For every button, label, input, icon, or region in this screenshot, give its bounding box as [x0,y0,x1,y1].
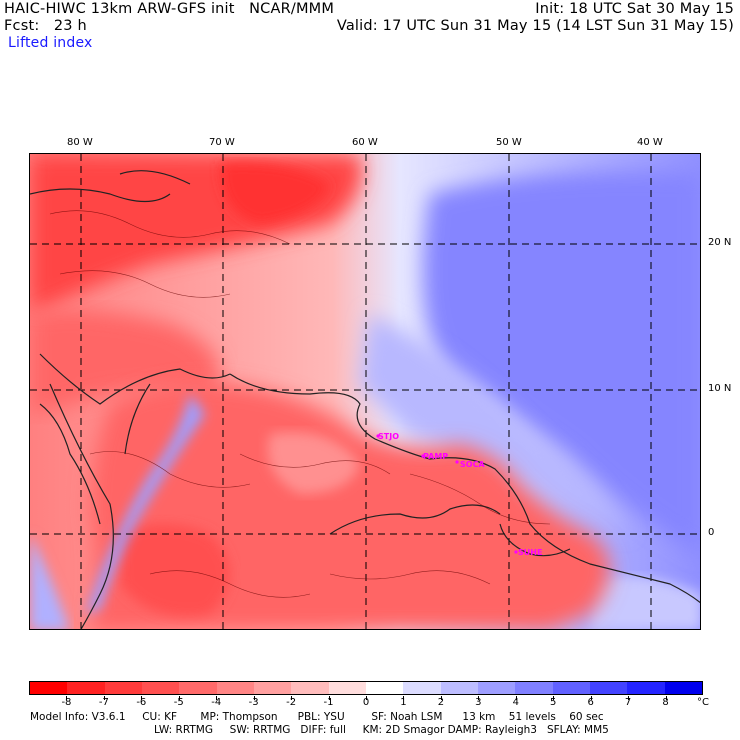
header-title: HAIC-HIWC 13km ARW-GFS init NCAR/MMM [4,1,334,17]
colorbar-swatch [217,682,254,694]
colorbar-swatch [553,682,590,694]
lon-label-60w: 60 W [352,137,378,148]
lon-label-70w: 70 W [209,137,235,148]
colorbar-swatch [366,682,403,694]
colorbar-tick-label: 2 [426,697,456,708]
lat-label-10n: 10 N [708,383,731,394]
model-info-line1: Model Info: V3.6.1 CU: KF MP: Thompson P… [30,711,604,723]
colorbar-tick-label: -4 [201,697,231,708]
lat-label-0: 0 [708,527,714,538]
colorbar-unit: °C [688,697,718,708]
lon-label-40w: 40 W [637,137,663,148]
colorbar-swatch [665,682,702,694]
colorbar-swatch [291,682,328,694]
colorbar-swatch [441,682,478,694]
colorbar-tick-label: 5 [538,697,568,708]
city-label-stjo: STJO [378,432,399,441]
city-label-suhe: SUHE [518,548,542,557]
colorbar-swatch [179,682,216,694]
colorbar [29,681,703,695]
colorbar-swatch [403,682,440,694]
colorbar-swatch [329,682,366,694]
colorbar-tick-label: -2 [276,697,306,708]
colorbar-swatch [254,682,291,694]
field-name: Lifted index [8,35,93,51]
colorbar-tick-label: -3 [239,697,269,708]
city-label-soca: SOCA [460,460,485,469]
colorbar-swatch [478,682,515,694]
lon-label-50w: 50 W [496,137,522,148]
colorbar-swatch [515,682,552,694]
valid-time: Valid: 17 UTC Sun 31 May 15 (14 LST Sun … [337,18,734,34]
colorbar-tick-label: -1 [314,697,344,708]
forecast-hour: Fcst: 23 h [4,18,87,34]
init-time: Init: 18 UTC Sat 30 May 15 [535,1,734,17]
lat-label-20n: 20 N [708,237,731,248]
colorbar-tick-label: -8 [51,697,81,708]
lon-label-80w: 80 W [67,137,93,148]
colorbar-tick-label: 3 [463,697,493,708]
colorbar-tick-label: 8 [651,697,681,708]
colorbar-tick-label: -7 [89,697,119,708]
colorbar-tick-label: 7 [613,697,643,708]
colorbar-swatch [67,682,104,694]
colorbar-swatch [590,682,627,694]
colorbar-tick-label: 6 [576,697,606,708]
colorbar-swatch [30,682,67,694]
colorbar-tick-label: 1 [388,697,418,708]
colorbar-tick-label: -5 [164,697,194,708]
colorbar-tick-label: 4 [501,697,531,708]
colorbar-tick-label: 0 [351,697,381,708]
colorbar-swatch [105,682,142,694]
map-panel [29,153,701,630]
colorbar-tick-label: -6 [126,697,156,708]
lifted-index-map [30,154,701,630]
colorbar-swatch [142,682,179,694]
colorbar-swatch [627,682,664,694]
city-label-pamp: PAMP [423,452,448,461]
model-info-line2: LW: RRTMG SW: RRTMG DIFF: full KM: 2D Sm… [154,724,609,736]
